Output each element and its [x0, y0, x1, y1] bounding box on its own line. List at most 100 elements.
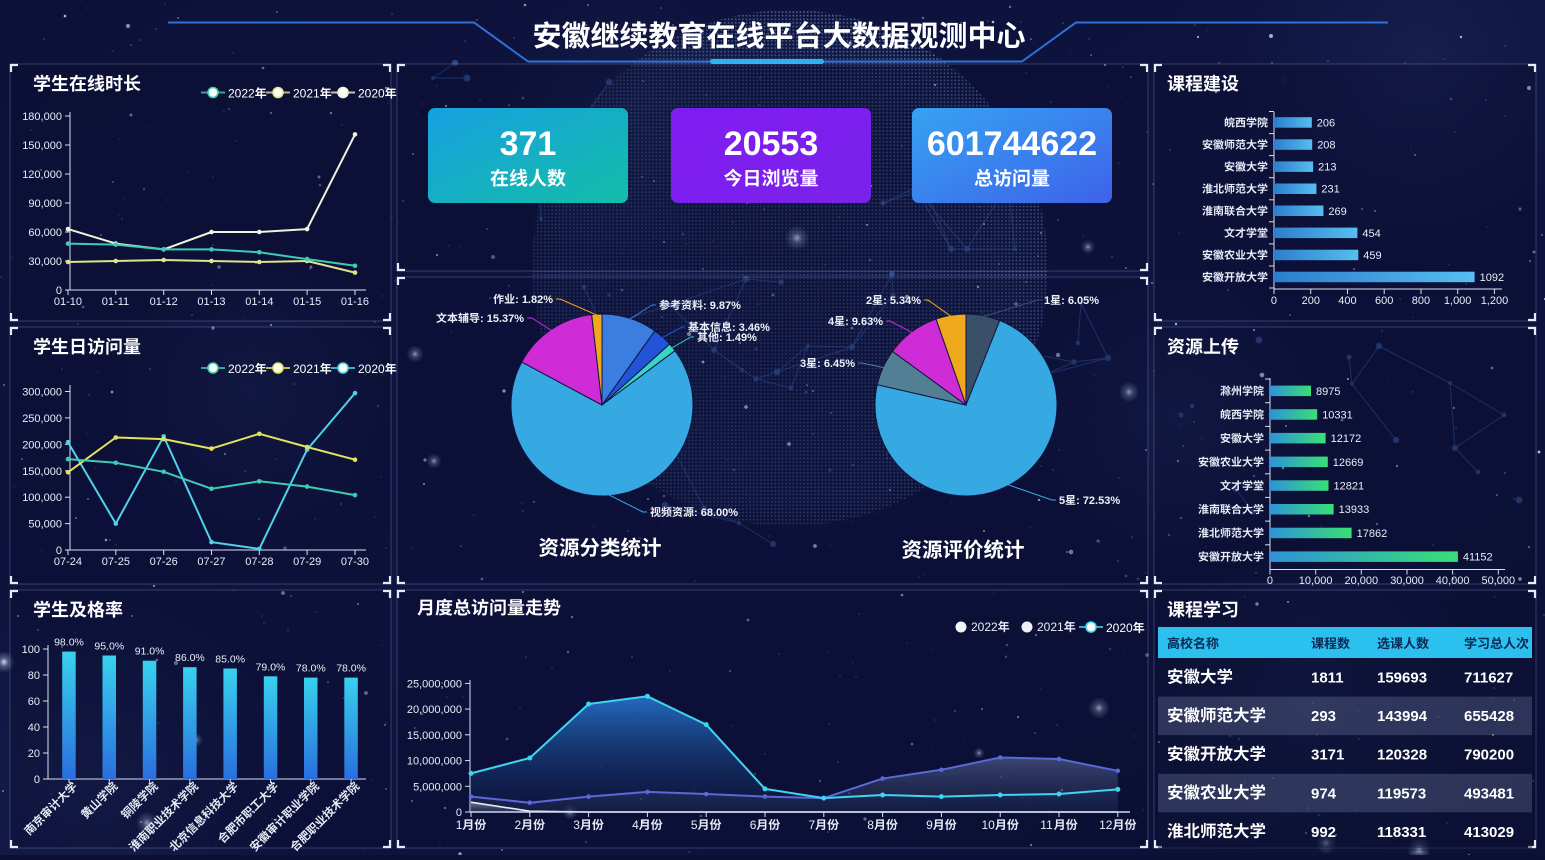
svg-text:07-28: 07-28	[245, 556, 273, 568]
svg-text:2: 2	[515, 818, 522, 832]
svg-text:9: 9	[926, 818, 933, 832]
svg-text:: 5.34%: : 5.34%	[883, 295, 921, 307]
svg-text:601744622: 601744622	[927, 125, 1097, 163]
svg-text:1,000: 1,000	[1444, 295, 1472, 307]
svg-text:07-25: 07-25	[102, 556, 130, 568]
svg-text:80: 80	[28, 670, 40, 682]
svg-text:120328: 120328	[1377, 747, 1427, 764]
svg-text:12: 12	[1099, 818, 1113, 832]
svg-text:250,000: 250,000	[22, 413, 62, 425]
svg-text:20: 20	[28, 748, 40, 760]
svg-text:213: 213	[1318, 162, 1336, 174]
svg-text:2021: 2021	[293, 362, 320, 376]
svg-text:600: 600	[1375, 295, 1393, 307]
svg-text:2020: 2020	[1106, 621, 1133, 635]
svg-text:2021: 2021	[293, 87, 320, 101]
svg-text:: 15.37%: : 15.37%	[480, 313, 524, 325]
svg-text:180,000: 180,000	[22, 111, 62, 123]
svg-text:100: 100	[22, 644, 40, 656]
svg-text:3: 3	[800, 358, 806, 370]
svg-text:12669: 12669	[1333, 457, 1364, 469]
svg-text:711627: 711627	[1464, 670, 1513, 687]
svg-text:200,000: 200,000	[22, 439, 62, 451]
svg-text:: 9.63%: : 9.63%	[845, 316, 883, 328]
svg-text:120,000: 120,000	[22, 169, 62, 181]
svg-text:01-16: 01-16	[341, 296, 369, 308]
svg-text:30,000: 30,000	[28, 256, 62, 268]
svg-text:206: 206	[1317, 118, 1335, 130]
svg-text:4: 4	[632, 818, 639, 832]
svg-text:10: 10	[982, 818, 996, 832]
svg-text:95.0%: 95.0%	[94, 641, 124, 653]
svg-text:655428: 655428	[1464, 708, 1514, 725]
svg-text:: 1.49%: : 1.49%	[719, 332, 757, 344]
svg-text:91.0%: 91.0%	[135, 646, 165, 658]
svg-text:01-13: 01-13	[197, 296, 225, 308]
svg-text:1,200: 1,200	[1481, 295, 1509, 307]
svg-text:2021: 2021	[1037, 620, 1064, 634]
svg-text:90,000: 90,000	[28, 198, 62, 210]
svg-text:6: 6	[750, 818, 757, 832]
svg-text:413029: 413029	[1464, 824, 1514, 841]
svg-text:790200: 790200	[1464, 747, 1514, 764]
svg-text:07-27: 07-27	[197, 556, 225, 568]
svg-text:4: 4	[828, 316, 835, 328]
svg-text:10,000,000: 10,000,000	[407, 756, 462, 768]
svg-text:25,000,000: 25,000,000	[407, 678, 462, 690]
svg-text:13933: 13933	[1339, 504, 1370, 516]
svg-text:15,000,000: 15,000,000	[407, 730, 462, 742]
svg-text:200: 200	[1302, 295, 1320, 307]
svg-text:20,000: 20,000	[1345, 575, 1379, 587]
svg-text:41152: 41152	[1463, 552, 1493, 564]
svg-text:8975: 8975	[1316, 386, 1340, 398]
svg-text:1: 1	[1044, 295, 1050, 307]
svg-text:86.0%: 86.0%	[175, 652, 205, 664]
svg-text:12172: 12172	[1331, 433, 1362, 445]
svg-text:07-29: 07-29	[293, 556, 321, 568]
svg-text:07-24: 07-24	[54, 556, 82, 568]
svg-text:5,000,000: 5,000,000	[413, 781, 462, 793]
svg-text:17862: 17862	[1357, 528, 1388, 540]
svg-text:78.0%: 78.0%	[336, 663, 366, 675]
svg-text:0: 0	[1271, 295, 1277, 307]
svg-text:60,000: 60,000	[28, 227, 62, 239]
svg-text:2022: 2022	[971, 620, 998, 634]
svg-text:231: 231	[1321, 184, 1339, 196]
svg-text:2022: 2022	[228, 362, 255, 376]
svg-text:150,000: 150,000	[22, 466, 62, 478]
svg-text:50,000: 50,000	[1482, 575, 1516, 587]
svg-text:293: 293	[1311, 708, 1336, 725]
svg-text:143994: 143994	[1377, 708, 1428, 725]
svg-text:0: 0	[34, 774, 40, 786]
svg-text:118331: 118331	[1377, 824, 1426, 841]
svg-text:974: 974	[1311, 785, 1337, 802]
svg-text:0: 0	[456, 807, 462, 819]
svg-text:40,000: 40,000	[1436, 575, 1470, 587]
svg-text:01-14: 01-14	[245, 296, 273, 308]
svg-text:992: 992	[1311, 824, 1336, 841]
svg-text:269: 269	[1328, 206, 1346, 218]
svg-text:5: 5	[691, 818, 698, 832]
svg-text:07-30: 07-30	[341, 556, 369, 568]
svg-text:85.0%: 85.0%	[215, 654, 245, 666]
svg-text:01-15: 01-15	[293, 296, 321, 308]
svg-text:454: 454	[1362, 228, 1380, 240]
svg-text:: 9.87%: : 9.87%	[703, 300, 741, 312]
svg-text:12821: 12821	[1334, 481, 1365, 493]
svg-text:20,000,000: 20,000,000	[407, 704, 462, 716]
svg-text:7: 7	[809, 818, 816, 832]
svg-text:3: 3	[573, 818, 580, 832]
svg-text:60: 60	[28, 696, 40, 708]
svg-text:150,000: 150,000	[22, 140, 62, 152]
svg-text:8: 8	[867, 818, 874, 832]
svg-text:: 72.53%: : 72.53%	[1076, 495, 1120, 507]
svg-text:01-10: 01-10	[54, 296, 82, 308]
svg-text:493481: 493481	[1464, 785, 1514, 802]
svg-text:79.0%: 79.0%	[256, 661, 286, 673]
svg-text:300,000: 300,000	[22, 387, 62, 399]
svg-text:01-11: 01-11	[102, 296, 129, 308]
svg-text:400: 400	[1338, 295, 1356, 307]
svg-text:2: 2	[866, 295, 872, 307]
svg-text:159693: 159693	[1377, 670, 1427, 687]
svg-text:371: 371	[500, 125, 557, 163]
